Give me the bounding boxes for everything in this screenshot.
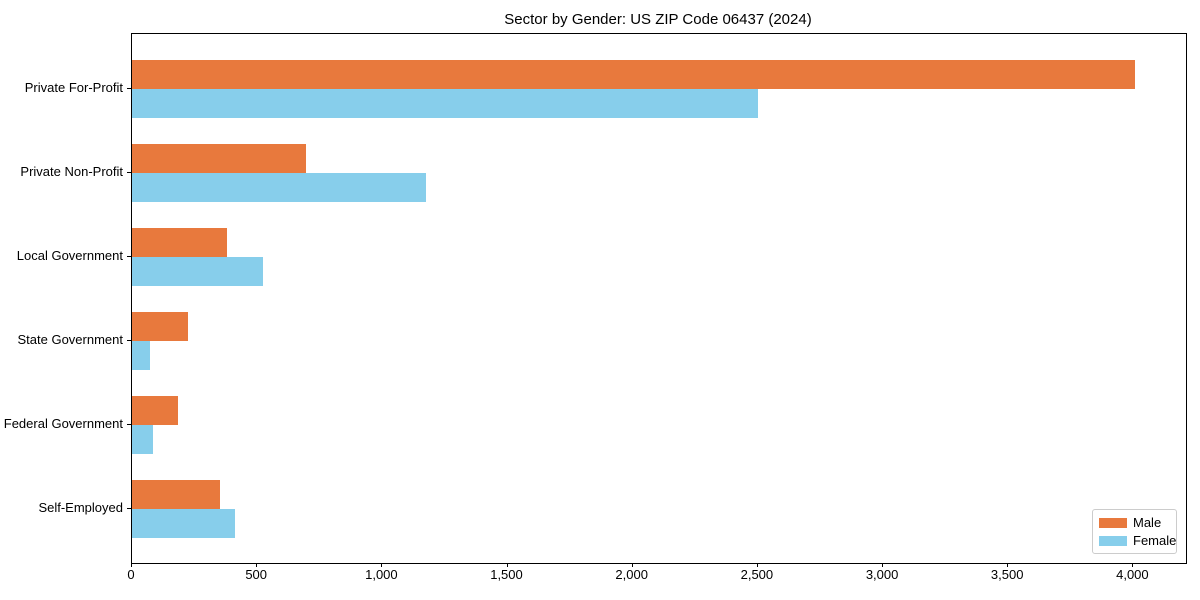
legend-item-female: Female <box>1099 533 1176 548</box>
chart-title: Sector by Gender: US ZIP Code 06437 (202… <box>504 11 812 28</box>
x-tick-mark-6 <box>882 563 884 567</box>
x-tick-label-7: 3,500 <box>990 567 1024 582</box>
x-tick-label-0: 0 <box>127 567 135 582</box>
legend-swatch-female-icon <box>1099 535 1127 546</box>
x-tick-label-1: 500 <box>245 567 268 582</box>
y-tick-mark-1 <box>127 171 131 173</box>
legend: Male Female <box>1092 509 1177 554</box>
bar-male-2 <box>132 227 228 257</box>
bar-male-4 <box>132 395 179 425</box>
bar-female-1 <box>132 172 427 202</box>
y-tick-label-0: Private For-Profit <box>24 79 123 95</box>
x-tick-label-6: 3,000 <box>865 567 899 582</box>
x-tick-label-3: 1,500 <box>490 567 523 582</box>
bar-male-0 <box>132 59 1135 89</box>
x-tick-label-2: 1,000 <box>365 567 398 582</box>
x-tick-mark-4 <box>631 563 633 567</box>
bar-male-5 <box>132 479 220 509</box>
bar-female-4 <box>132 424 154 454</box>
bar-female-5 <box>132 508 235 538</box>
legend-swatch-male-icon <box>1099 517 1127 528</box>
y-tick-label-3: State Government <box>17 331 124 347</box>
x-tick-mark-5 <box>756 563 758 567</box>
x-tick-mark-7 <box>1007 563 1009 567</box>
plot-area <box>131 33 1187 564</box>
x-tick-mark-8 <box>1132 563 1134 567</box>
x-tick-mark-1 <box>256 563 258 567</box>
y-tick-mark-5 <box>127 507 131 509</box>
y-tick-label-1: Private Non-Profit <box>20 163 123 179</box>
x-tick-label-8: 4,000 <box>1116 567 1149 582</box>
y-tick-mark-4 <box>127 423 131 425</box>
y-tick-label-4: Federal Government <box>3 415 123 431</box>
x-tick-mark-0 <box>131 563 132 567</box>
bar-female-3 <box>132 340 150 370</box>
bar-female-2 <box>132 256 264 286</box>
bar-female-0 <box>132 88 758 118</box>
bar-male-3 <box>132 311 189 341</box>
y-tick-mark-0 <box>127 87 131 89</box>
y-tick-mark-2 <box>127 255 131 257</box>
x-tick-mark-2 <box>381 563 383 567</box>
x-tick-label-4: 2,000 <box>615 567 648 582</box>
y-tick-label-2: Local Government <box>16 247 123 263</box>
x-tick-label-5: 2,500 <box>740 567 774 582</box>
y-tick-label-5: Self-Employed <box>38 499 123 515</box>
legend-label-male: Male <box>1133 515 1162 530</box>
legend-item-male: Male <box>1099 515 1169 530</box>
x-tick-mark-3 <box>506 563 508 567</box>
bar-male-1 <box>132 143 306 173</box>
legend-label-female: Female <box>1133 533 1177 548</box>
y-tick-mark-3 <box>127 339 131 341</box>
